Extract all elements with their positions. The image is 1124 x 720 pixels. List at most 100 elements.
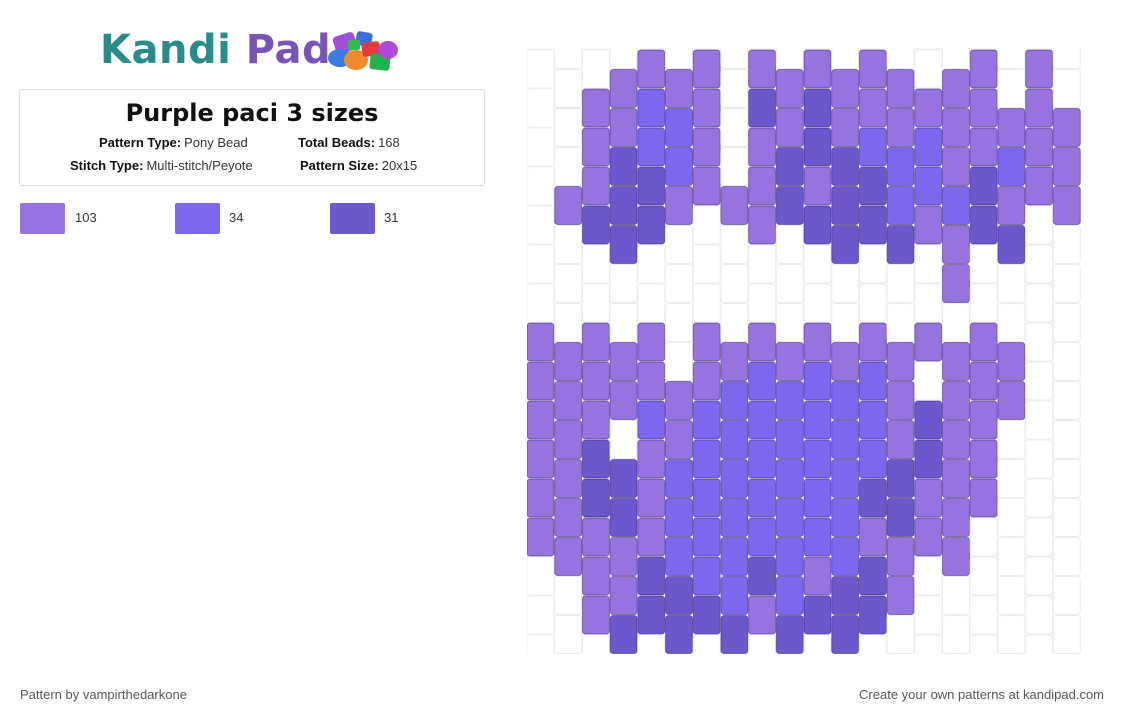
- empty-bead-18-15: [1025, 634, 1054, 654]
- color-count-2: 34: [229, 210, 244, 225]
- bead-13-12: [886, 537, 915, 576]
- empty-bead-14-15: [914, 634, 943, 654]
- bead-10-9: [803, 400, 832, 440]
- empty-bead-7-6: [720, 303, 749, 342]
- bead-16-8: [969, 361, 998, 401]
- empty-bead-19-14: [1052, 615, 1081, 654]
- bead-16-9: [969, 400, 998, 440]
- bead-14-3: [914, 166, 943, 206]
- empty-bead-17-14: [997, 615, 1026, 654]
- bead-3-3: [609, 186, 638, 225]
- bead-18-1: [1025, 88, 1054, 128]
- bead-14-1: [914, 88, 943, 128]
- bead-3-10: [609, 459, 638, 498]
- bead-1-10: [554, 459, 583, 498]
- bead-12-13: [858, 556, 887, 596]
- pattern-type-label: Pattern Type:: [99, 135, 182, 150]
- bead-7-10: [720, 459, 749, 498]
- logo-wordmark: Kandi Pad: [100, 26, 331, 74]
- empty-bead-9-4: [775, 225, 804, 264]
- empty-bead-18-6: [1025, 283, 1054, 323]
- empty-bead-0-2: [527, 127, 555, 167]
- bead-7-14: [720, 615, 749, 654]
- bead-9-2: [775, 147, 804, 186]
- bead-16-1: [969, 88, 998, 128]
- bead-9-1: [775, 108, 804, 147]
- bead-10-3: [803, 166, 832, 206]
- stitch-type-value: Multi-stitch/Peyote: [146, 158, 253, 173]
- bead-15-4: [942, 225, 970, 264]
- empty-bead-18-10: [1025, 439, 1054, 479]
- bead-7-9: [720, 420, 749, 459]
- bead-6-11: [692, 478, 721, 518]
- bead-10-8: [803, 361, 832, 401]
- bead-9-7: [775, 342, 804, 381]
- bead-10-11: [803, 478, 832, 518]
- bead-2-14: [581, 595, 610, 635]
- beads-icon: [328, 31, 398, 71]
- bead-6-14: [692, 595, 721, 635]
- empty-bead-19-0: [1052, 69, 1081, 108]
- empty-bead-18--1: [1025, 48, 1053, 50]
- kandipad-logo[interactable]: Kandi Pad: [100, 26, 410, 76]
- bead-17-8: [997, 381, 1026, 420]
- bead-18-0: [1025, 49, 1054, 89]
- create-patterns-link[interactable]: Create your own patterns at kandipad.com: [859, 687, 1104, 702]
- empty-bead-7-0: [720, 69, 749, 108]
- bead-14-4: [914, 205, 943, 245]
- empty-bead-19-12: [1052, 537, 1081, 576]
- bead-10-1: [803, 88, 832, 128]
- bead-11-12: [831, 537, 860, 576]
- bead-0-9: [527, 400, 555, 440]
- bead-3-8: [609, 381, 638, 420]
- bead-3-12: [609, 537, 638, 576]
- color-swatch-2: [175, 203, 220, 234]
- bead-12-14: [858, 595, 887, 635]
- bead-2-12: [581, 517, 610, 557]
- bead-19-2: [1052, 147, 1081, 186]
- empty-bead-19-6: [1052, 303, 1081, 342]
- pattern-type-value: Pony Bead: [184, 135, 248, 150]
- bead-13-1: [886, 108, 915, 147]
- bead-8-2: [748, 127, 777, 167]
- bead-12-2: [858, 127, 887, 167]
- bead-4-3: [637, 166, 666, 206]
- bead-4-8: [637, 361, 666, 401]
- bead-6-2: [692, 127, 721, 167]
- bead-15-8: [942, 381, 970, 420]
- empty-bead-13--1: [886, 48, 915, 69]
- empty-bead-13-5: [886, 264, 915, 303]
- empty-bead-19-4: [1052, 225, 1081, 264]
- bead-3-7: [609, 342, 638, 381]
- empty-bead-7-1: [720, 108, 749, 147]
- pattern-size-row: Pattern Size: 20x15: [300, 157, 417, 175]
- bead-4-0: [637, 49, 666, 89]
- bead-8-11: [748, 478, 777, 518]
- bead-8-14: [748, 595, 777, 635]
- empty-bead-6-6: [692, 283, 721, 323]
- empty-bead-18-11: [1025, 478, 1054, 518]
- bead-5-11: [665, 498, 693, 537]
- bead-6-12: [692, 517, 721, 557]
- bead-15-1: [942, 108, 970, 147]
- bead-1-9: [554, 420, 583, 459]
- empty-bead-3-6: [609, 303, 638, 342]
- bead-12-0: [858, 49, 887, 89]
- bead-8-9: [748, 400, 777, 440]
- empty-bead-10-6: [803, 283, 832, 323]
- bead-6-10: [692, 439, 721, 479]
- bead-2-10: [581, 439, 610, 479]
- empty-bead-18-5: [1025, 244, 1054, 284]
- stitch-type-label: Stitch Type:: [70, 158, 144, 173]
- bead-14-2: [914, 127, 943, 167]
- bead-7-13: [720, 576, 749, 615]
- empty-bead-11-6: [831, 303, 860, 342]
- bead-6-1: [692, 88, 721, 128]
- bead-10-13: [803, 556, 832, 596]
- empty-bead-7-5: [720, 264, 749, 303]
- bead-11-7: [831, 342, 860, 381]
- empty-bead-7-2: [720, 147, 749, 186]
- bead-10-2: [803, 127, 832, 167]
- bead-15-2: [942, 147, 970, 186]
- empty-bead-17-11: [997, 498, 1026, 537]
